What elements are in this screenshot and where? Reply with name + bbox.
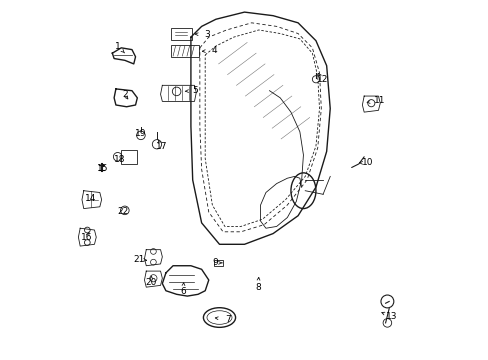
Text: 3: 3 [203,30,209,39]
Text: 14: 14 [84,194,96,203]
Text: 12: 12 [316,75,327,84]
Text: 4: 4 [211,46,217,55]
Text: 1: 1 [115,41,121,50]
Bar [121,150,137,164]
Text: 8: 8 [255,283,261,292]
Bar [214,260,223,266]
Text: 5: 5 [192,86,198,95]
Text: 15: 15 [96,164,108,173]
Text: 17: 17 [156,141,167,150]
Text: 18: 18 [114,155,125,164]
Text: 7: 7 [225,315,231,324]
Text: 2: 2 [122,90,127,99]
Text: 13: 13 [385,312,397,321]
Text: 10: 10 [361,158,373,167]
Text: 11: 11 [373,96,385,105]
Text: 20: 20 [145,278,156,287]
Text: 9: 9 [212,258,218,267]
Text: 6: 6 [180,287,185,296]
Text: 21: 21 [133,255,144,264]
Text: 19: 19 [135,129,146,138]
Text: 22: 22 [117,207,128,216]
Text: 16: 16 [81,233,92,242]
